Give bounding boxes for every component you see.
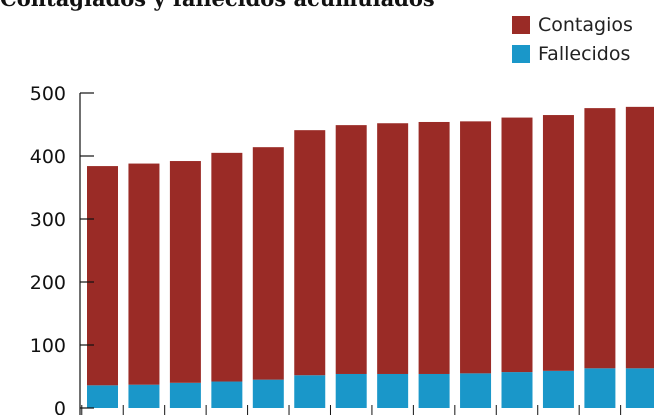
- bar-contagios-9: [418, 121, 450, 374]
- legend-swatch-fallecidos: [512, 44, 530, 63]
- bar-fallecidos-14: [625, 368, 654, 408]
- bar-contagios-2: [128, 163, 160, 385]
- legend-label-contagios: Contagios: [538, 13, 633, 36]
- axes: 0 100 200 300 400 500: [30, 83, 622, 415]
- bar-contagios-12: [542, 115, 574, 371]
- bar-contagios-5: [252, 147, 284, 380]
- bar-contagios-11: [501, 117, 533, 373]
- y-tick-label-300: 300: [30, 209, 66, 231]
- bar-contagios-7: [335, 125, 367, 374]
- legend-label-fallecidos: Fallecidos: [538, 42, 631, 65]
- y-tick-label-200: 200: [30, 272, 66, 294]
- bar-fallecidos-2: [128, 384, 160, 408]
- bar-fallecidos-13: [584, 368, 616, 408]
- bar-contagios-14: [625, 106, 654, 369]
- bar-contagios-1: [87, 166, 118, 386]
- bar-fallecidos-12: [542, 370, 574, 408]
- y-tick-label-0: 0: [54, 398, 66, 415]
- bar-contagios-4: [211, 152, 243, 382]
- bar-fallecidos-6: [294, 375, 326, 408]
- bar-fallecidos-3: [169, 382, 201, 408]
- bar-contagios-13: [584, 108, 616, 369]
- bar-fallecidos-11: [501, 372, 533, 408]
- bar-fallecidos-5: [252, 379, 284, 408]
- bar-contagios-8: [377, 123, 409, 374]
- y-tick-label-500: 500: [30, 83, 66, 105]
- bar-fallecidos-10: [460, 373, 492, 408]
- bar-contagios-3: [169, 161, 201, 383]
- y-tick-label-400: 400: [30, 146, 66, 168]
- chart-title: Contagiados y fallecidos acumulados: [0, 0, 435, 11]
- legend-item-contagios: Contagios: [512, 10, 633, 39]
- bar-fallecidos-4: [211, 381, 243, 408]
- bar-fallecidos-7: [335, 373, 367, 408]
- legend-item-fallecidos: Fallecidos: [512, 39, 633, 68]
- bars: [87, 106, 654, 408]
- bar-fallecidos-8: [377, 373, 409, 408]
- bar-contagios-10: [460, 121, 492, 374]
- bar-fallecidos-1: [87, 385, 118, 408]
- bar-fallecidos-9: [418, 373, 450, 408]
- legend-swatch-contagios: [512, 15, 530, 34]
- legend: Contagios Fallecidos: [512, 10, 633, 68]
- y-tick-label-100: 100: [30, 335, 66, 357]
- bar-contagios-6: [294, 130, 326, 376]
